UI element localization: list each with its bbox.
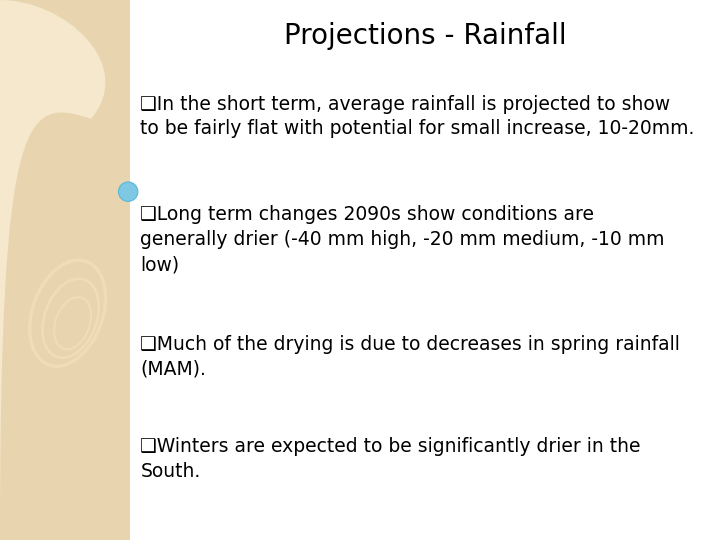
- Circle shape: [118, 182, 138, 201]
- Text: ❑Much of the drying is due to decreases in spring rainfall
(MAM).: ❑Much of the drying is due to decreases …: [140, 335, 680, 379]
- Bar: [0, 0, 130, 540]
- Text: Projections - Rainfall: Projections - Rainfall: [284, 22, 567, 50]
- PathPatch shape: [0, 0, 105, 119]
- Text: ❑Long term changes 2090s show conditions are
generally drier (-40 mm high, -20 m: ❑Long term changes 2090s show conditions…: [140, 205, 665, 274]
- Text: ❑In the short term, average rainfall is projected to show
to be fairly flat with: ❑In the short term, average rainfall is …: [140, 94, 695, 138]
- Text: ❑Winters are expected to be significantly drier in the
South.: ❑Winters are expected to be significantl…: [140, 437, 641, 481]
